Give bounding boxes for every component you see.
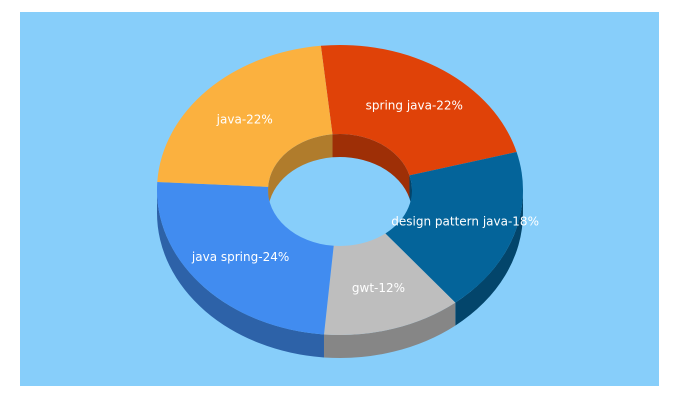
slice-side-2 <box>323 302 456 358</box>
slice-labels: spring java-22% design pattern java-18% gw… <box>191 98 539 295</box>
slice-side-1 <box>455 190 523 326</box>
hole-wall-0 <box>332 134 410 199</box>
slice-sides <box>157 190 523 358</box>
slice-label: design pattern java-18% <box>391 214 539 228</box>
chart-panel: spring java-22% design pattern java-18% gw… <box>20 12 659 386</box>
slice-spring-java <box>320 44 517 176</box>
slice-label: java spring-24% <box>191 250 289 264</box>
slice-gwt <box>323 233 456 335</box>
slice-label: gwt-12% <box>352 281 405 295</box>
donut-chart: spring java-22% design pattern java-18% gw… <box>156 44 539 358</box>
slice-label: java-22% <box>216 112 273 126</box>
slice-label: spring java-22% <box>366 98 463 112</box>
slice-java <box>157 45 333 187</box>
slice-java-spring <box>156 181 334 335</box>
slice-tops <box>156 44 524 335</box>
hole-wall-4 <box>268 134 333 210</box>
slice-side-3 <box>157 190 324 358</box>
slice-design-pattern-java <box>385 152 524 303</box>
